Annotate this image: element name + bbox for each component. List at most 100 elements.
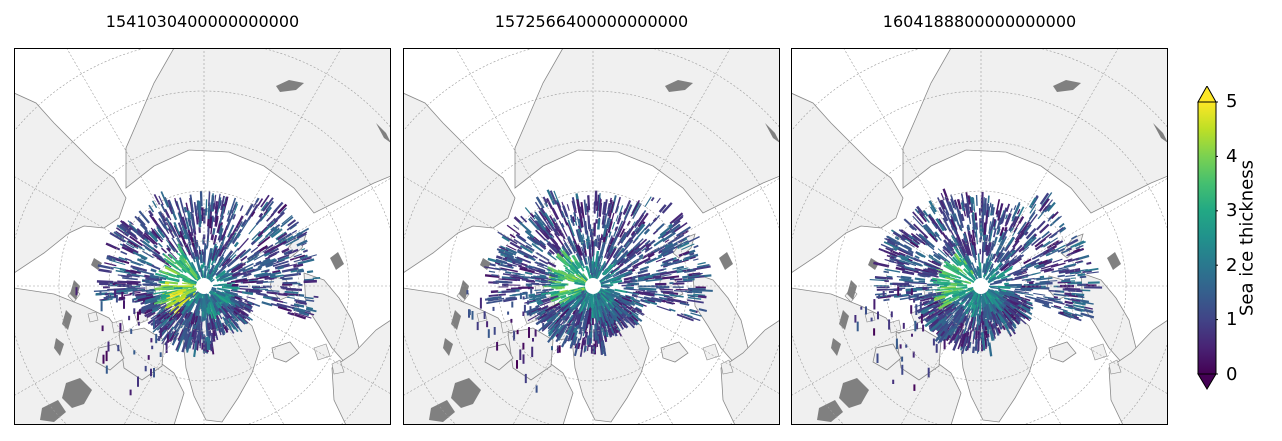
ice-thickness-pixel — [270, 274, 284, 279]
ice-thickness-pixel — [196, 312, 200, 326]
ice-thickness-pixel — [932, 251, 943, 259]
ice-thickness-pixel — [1015, 308, 1032, 320]
ice-thickness-pixel — [974, 306, 978, 318]
ice-thickness-pixel — [296, 269, 305, 274]
ice-thickness-pixel — [527, 284, 532, 287]
ice-thickness-pixel — [197, 201, 202, 217]
ice-thickness-pixel — [598, 305, 605, 323]
ice-thickness-pixel — [539, 262, 548, 267]
ice-thickness-pixel — [260, 194, 270, 208]
ice-thickness-pixel — [136, 228, 144, 235]
ice-thickness-pixel — [208, 191, 210, 207]
ice-thickness-pixel — [189, 313, 194, 322]
ice-thickness-pixel — [942, 245, 951, 255]
ice-thickness-pixel — [209, 252, 213, 259]
ice-thickness-pixel — [1010, 244, 1023, 258]
ice-thickness-pixel — [529, 216, 539, 227]
ice-thickness-pixel — [910, 305, 913, 314]
ice-thickness-pixel — [145, 281, 153, 284]
ice-thickness-pixel — [194, 232, 196, 238]
ice-thickness-pixel — [574, 208, 577, 214]
ice-thickness-pixel — [1009, 295, 1020, 301]
ice-thickness-pixel — [193, 246, 198, 254]
ice-thickness-pixel — [687, 299, 704, 304]
ice-thickness-pixel — [260, 201, 269, 212]
ice-thickness-pixel — [277, 203, 288, 214]
ice-thickness-pixel — [123, 269, 140, 274]
ice-thickness-pixel — [967, 299, 974, 308]
ice-thickness-pixel — [1043, 237, 1058, 248]
ice-thickness-pixel — [1080, 312, 1095, 319]
ice-thickness-pixel — [306, 270, 314, 274]
island-fragment — [1090, 343, 1108, 361]
ice-thickness-pixel — [186, 210, 192, 220]
ice-thickness-pixel — [211, 247, 218, 261]
ice-thickness-pixel — [531, 242, 544, 253]
ice-thickness-pixel — [239, 249, 247, 256]
ice-thickness-pixel — [689, 256, 696, 260]
ice-thickness-pixel — [169, 334, 175, 342]
ice-thickness-pixel — [286, 221, 300, 231]
ice-thickness-pixel — [1034, 299, 1050, 306]
ice-thickness-pixel — [156, 313, 162, 319]
ice-thickness-pixel — [167, 228, 175, 239]
ice-thickness-pixel — [619, 228, 626, 238]
ice-thickness-pixel — [905, 287, 923, 292]
ice-thickness-pixel — [675, 240, 689, 248]
ice-thickness-pixel — [232, 305, 246, 316]
ice-thickness-pixel — [539, 208, 545, 217]
ice-thickness-pixel — [547, 320, 557, 329]
ice-thickness-pixel — [535, 385, 538, 393]
ice-thickness-pixel — [652, 229, 659, 235]
ice-thickness-pixel — [160, 191, 169, 208]
ice-thickness-pixel — [913, 292, 923, 297]
ice-thickness-pixel — [937, 252, 951, 264]
ice-thickness-pixel — [179, 305, 186, 313]
pole-hole — [585, 278, 601, 294]
ice-thickness-pixel — [989, 262, 1003, 277]
ice-thickness-pixel — [235, 215, 244, 229]
ice-thickness-pixel — [931, 217, 939, 227]
ice-thickness-pixel — [557, 277, 565, 281]
ice-thickness-pixel — [1020, 221, 1030, 234]
ice-thickness-pixel — [991, 243, 995, 251]
ice-thickness-pixel — [644, 246, 650, 252]
ice-thickness-pixel — [130, 261, 141, 266]
ice-thickness-pixel — [1077, 273, 1086, 277]
ice-thickness-pixel — [919, 295, 926, 298]
ice-thickness-pixel — [651, 296, 664, 301]
ice-thickness-pixel — [260, 269, 270, 273]
ice-thickness-pixel — [959, 224, 963, 232]
ice-thickness-pixel — [941, 223, 948, 232]
ice-thickness-pixel — [611, 300, 623, 311]
ice-thickness-pixel — [669, 308, 676, 312]
ice-thickness-pixel — [914, 267, 930, 273]
ice-thickness-pixel — [949, 325, 954, 331]
ice-thickness-pixel — [986, 303, 993, 318]
ice-thickness-pixel — [151, 345, 154, 350]
ice-thickness-pixel — [940, 323, 948, 332]
ice-thickness-pixel — [660, 228, 673, 239]
ice-thickness-pixel — [982, 293, 988, 305]
ice-thickness-pixel — [547, 252, 557, 261]
ice-thickness-pixel — [189, 341, 193, 349]
ice-thickness-pixel — [206, 322, 211, 336]
ice-thickness-pixel — [1043, 296, 1061, 301]
ice-thickness-pixel — [551, 324, 564, 340]
ice-thickness-pixel — [987, 203, 989, 211]
ice-thickness-pixel — [191, 252, 196, 260]
ice-thickness-pixel — [218, 319, 223, 328]
ice-thickness-pixel — [1004, 282, 1009, 286]
ice-thickness-pixel — [664, 239, 670, 243]
ice-thickness-pixel — [656, 197, 661, 204]
ice-thickness-pixel — [627, 301, 636, 307]
ice-thickness-pixel — [898, 278, 913, 282]
ice-thickness-pixel — [206, 255, 211, 271]
ice-thickness-pixel — [566, 222, 570, 227]
ice-thickness-pixel — [171, 209, 178, 221]
ice-thickness-pixel — [258, 212, 264, 219]
ice-thickness-pixel — [538, 258, 549, 265]
ice-thickness-pixel — [610, 212, 615, 223]
ice-thickness-pixel — [182, 298, 190, 306]
ice-thickness-pixel — [312, 277, 321, 280]
